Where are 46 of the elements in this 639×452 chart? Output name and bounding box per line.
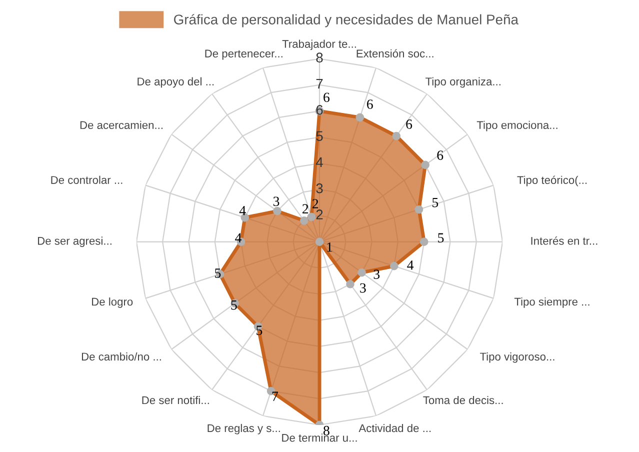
data-label: 6	[437, 150, 444, 160]
y-tick-label: 8	[316, 52, 323, 62]
data-label: 5	[231, 300, 237, 310]
y-tick-label: 2	[316, 210, 323, 220]
data-label: 2	[302, 204, 308, 214]
data-label: 4	[407, 260, 414, 270]
spoke-label: De ser agresi...	[38, 236, 112, 247]
spoke-label: De apoyo del ...	[138, 77, 214, 88]
data-label: 6	[324, 92, 330, 102]
spoke-label: Extensión soc...	[356, 49, 434, 58]
data-label: 3	[374, 270, 380, 279]
spoke-label: De logro	[92, 298, 133, 308]
legend-label: Gráfica de personalidad y necesidades de Manuel Peña	[174, 14, 518, 28]
y-tick-label: 6	[316, 104, 323, 115]
y-tick-label: 5	[316, 131, 323, 141]
data-label: 6	[406, 120, 412, 129]
spoke-label: De cambio/no ...	[82, 352, 161, 361]
data-label: 8	[324, 426, 330, 436]
data-label: 1	[327, 242, 332, 252]
y-tick-label: 4	[316, 157, 323, 167]
spoke-label: De pertenecer...	[205, 50, 282, 60]
spoke-label: Tipo siempre ...	[514, 298, 590, 308]
data-label: 6	[366, 100, 373, 109]
spoke-label: Tipo vigoroso...	[480, 352, 554, 363]
spoke-label: Tipo organiza...	[426, 77, 500, 88]
y-tick-label: 3	[316, 183, 323, 194]
spoke-label: Toma de decis...	[423, 396, 503, 404]
spoke-label: Interés en tr...	[531, 236, 598, 245]
data-label: 4	[235, 233, 242, 242]
spoke-label: Trabajador te...	[282, 40, 356, 50]
data-label: 5	[215, 268, 221, 278]
spoke-label: De ser notifi...	[142, 396, 209, 404]
spoke-label: De acercamien...	[80, 120, 162, 130]
data-label: 3	[360, 283, 366, 293]
spoke-label: De controlar ...	[51, 176, 122, 184]
spoke-label: Tipo teórico(...	[517, 176, 587, 186]
data-label: 5	[256, 326, 262, 336]
spoke-label: Tipo emociona...	[476, 120, 558, 132]
data-label: 5	[438, 233, 444, 243]
spoke-label: Actividad de ...	[358, 424, 431, 432]
y-tick-label: 7	[316, 78, 323, 89]
data-label: 3	[273, 196, 280, 206]
data-label: 4	[239, 206, 246, 216]
spoke-label: De reglas y s...	[208, 424, 280, 434]
spoke-label: De terminar u...	[282, 434, 357, 442]
data-label: 5	[432, 198, 438, 208]
